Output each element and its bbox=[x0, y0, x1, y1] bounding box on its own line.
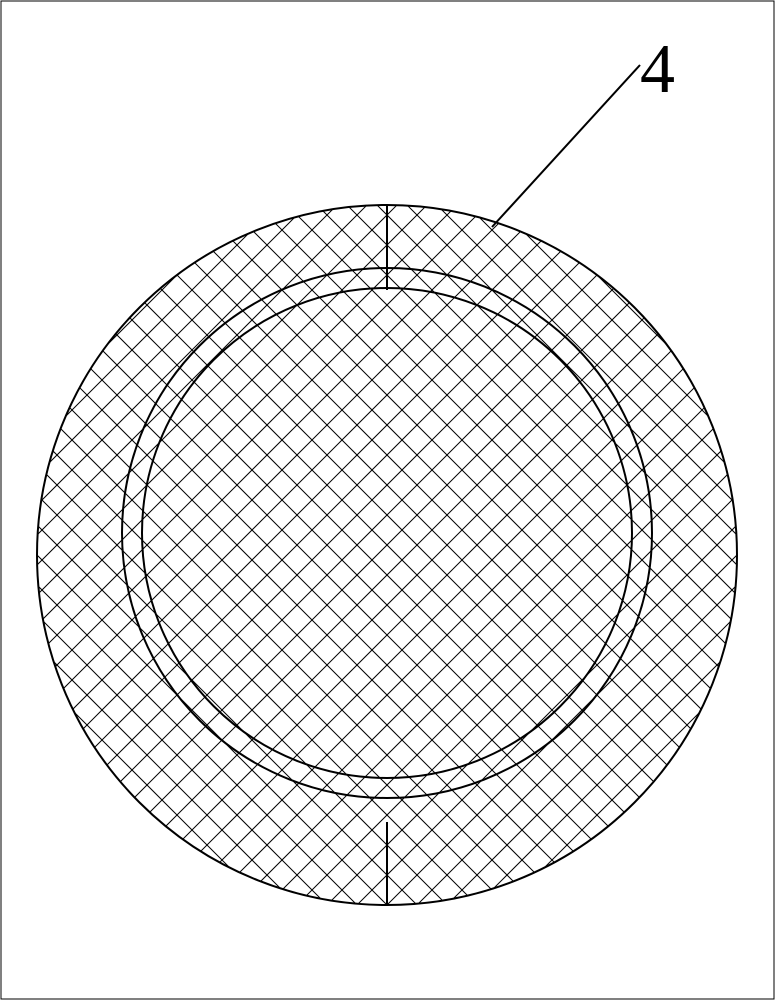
callout-label-4: 4 bbox=[640, 30, 675, 110]
diagram-canvas: 4 bbox=[0, 0, 775, 1000]
ring-cross-section-svg bbox=[0, 0, 775, 1000]
